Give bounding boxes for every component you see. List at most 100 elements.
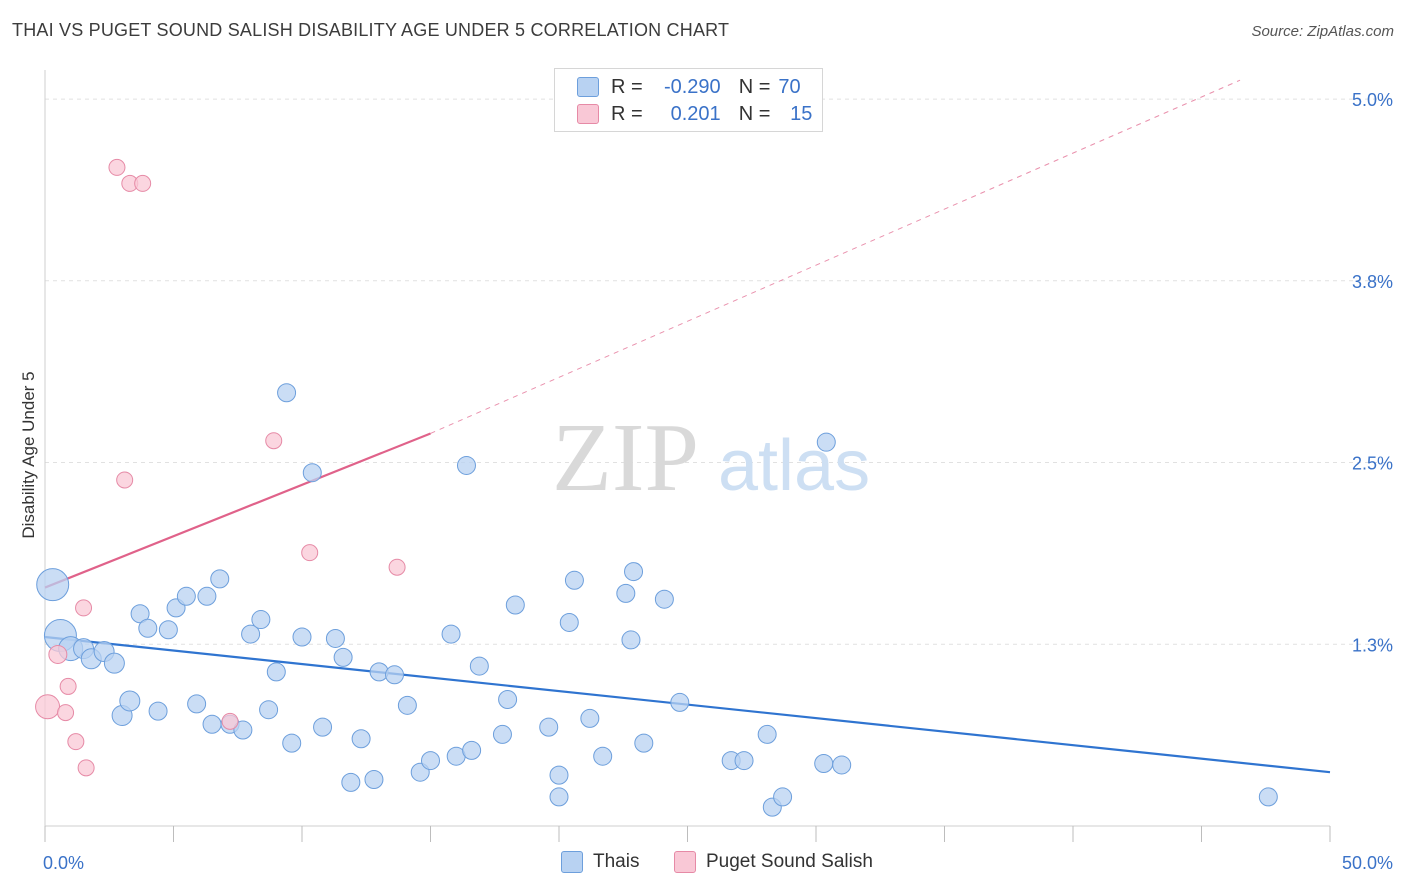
legend-swatch-thais xyxy=(577,77,599,97)
thais-point xyxy=(397,695,417,715)
thais-point xyxy=(119,690,141,712)
thais-point xyxy=(456,455,476,475)
thais-point xyxy=(593,746,613,766)
y-tick-label: 2.5% xyxy=(1352,454,1393,474)
thais-point xyxy=(816,432,836,452)
salish-point xyxy=(265,432,283,450)
thais-point xyxy=(549,765,569,785)
bottom-legend: Thais Puget Sound Salish xyxy=(0,851,1406,879)
salish-point xyxy=(75,599,93,617)
y-tick-label: 1.3% xyxy=(1352,635,1393,655)
thais-point xyxy=(202,714,222,734)
thais-point xyxy=(492,724,512,744)
thais-point xyxy=(559,612,579,632)
thais-point xyxy=(385,665,405,685)
thais-point xyxy=(757,724,777,744)
legend-r-label: R = xyxy=(611,75,643,98)
thais-point xyxy=(351,729,371,749)
thais-point xyxy=(549,787,569,807)
thais-point xyxy=(469,656,489,676)
thais-point xyxy=(251,610,271,630)
salish-trend-line xyxy=(44,432,431,589)
legend-r-label: R = xyxy=(611,102,643,125)
legend-n-value: 70 xyxy=(778,75,801,98)
thais-point xyxy=(621,630,641,650)
thais-point xyxy=(325,628,345,648)
axis-labels: 1.3% 2.5% 3.8% 5.0% 0.0% 50.0% Disability Age … xyxy=(19,90,1393,873)
thais-point xyxy=(158,620,178,640)
thais-point xyxy=(138,618,158,638)
legend-n-label: N = xyxy=(738,75,771,98)
thais-point xyxy=(654,589,674,609)
thais-point xyxy=(498,690,518,710)
thais-point xyxy=(277,383,297,403)
thais-point xyxy=(369,662,389,682)
thais-point xyxy=(421,751,440,771)
salish-point xyxy=(108,158,126,176)
x-tick-label: 0.0% xyxy=(43,853,84,873)
thais-point xyxy=(241,624,261,644)
salish-point xyxy=(221,712,239,730)
thais-point xyxy=(36,568,70,602)
thais-point xyxy=(259,700,279,720)
thais-point xyxy=(103,652,125,674)
thais-point xyxy=(814,753,834,773)
salish-point xyxy=(67,733,85,751)
thais-point xyxy=(670,692,690,712)
bottom-legend-thais: Thais xyxy=(561,851,639,873)
thais-point xyxy=(564,570,584,590)
bottom-legend-swatch-salish xyxy=(674,851,696,873)
thais-point xyxy=(505,595,525,615)
legend-swatch-salish xyxy=(577,104,599,124)
bottom-legend-swatch-thais xyxy=(561,851,583,873)
watermark-zip: ZIP xyxy=(552,404,699,512)
y-tick-label: 5.0% xyxy=(1352,90,1393,110)
legend-r-value: 0.201 xyxy=(670,102,721,125)
thais-point xyxy=(148,701,168,721)
watermark: ZIP atlas xyxy=(552,404,870,512)
thais-point xyxy=(266,662,286,682)
thais-point xyxy=(187,694,207,714)
salish-point xyxy=(77,759,95,777)
thais-point xyxy=(773,787,793,807)
watermark-atlas: atlas xyxy=(718,426,870,506)
thais-point xyxy=(580,708,600,728)
thais-point xyxy=(616,583,636,603)
thais-point xyxy=(292,627,312,647)
source-label: Source: ZipAtlas.com xyxy=(1251,23,1394,40)
data-points xyxy=(35,158,1278,817)
gridlines xyxy=(45,98,1392,645)
chart-title: THAI VS PUGET SOUND SALISH DISABILITY AG… xyxy=(12,20,730,40)
thais-point xyxy=(539,717,559,737)
legend-r-value: -0.290 xyxy=(663,75,721,98)
salish-trend-extension xyxy=(430,79,1241,434)
thais-point xyxy=(1258,787,1278,807)
thais-point xyxy=(634,733,654,753)
salish-point xyxy=(57,704,75,722)
thais-point xyxy=(462,740,482,760)
legend-n-value: 15 xyxy=(790,102,813,125)
thais-point xyxy=(624,562,644,582)
legend: R = -0.290 N = 70 R = 0.201 N = 15 xyxy=(554,68,823,132)
thais-point xyxy=(210,569,230,589)
x-tick-label: 50.0% xyxy=(1342,853,1393,873)
thais-point xyxy=(832,755,852,775)
thais-point xyxy=(233,720,253,740)
salish-point xyxy=(134,174,152,192)
thais-point xyxy=(282,733,302,753)
salish-point xyxy=(35,694,61,720)
thais-point xyxy=(441,624,461,644)
thais-point xyxy=(734,751,754,771)
salish-point xyxy=(48,644,68,664)
thais-point xyxy=(302,463,322,483)
legend-row-salish: R = 0.201 N = 15 xyxy=(577,100,812,128)
legend-row-thais: R = -0.290 N = 70 xyxy=(577,73,801,101)
bottom-legend-label-thais: Thais xyxy=(593,851,640,872)
thais-point xyxy=(364,769,384,789)
salish-point xyxy=(59,677,77,695)
salish-point xyxy=(116,471,134,489)
bottom-legend-label-salish: Puget Sound Salish xyxy=(706,851,873,872)
bottom-legend-salish: Puget Sound Salish xyxy=(674,851,873,873)
y-tick-label: 3.8% xyxy=(1352,272,1393,292)
